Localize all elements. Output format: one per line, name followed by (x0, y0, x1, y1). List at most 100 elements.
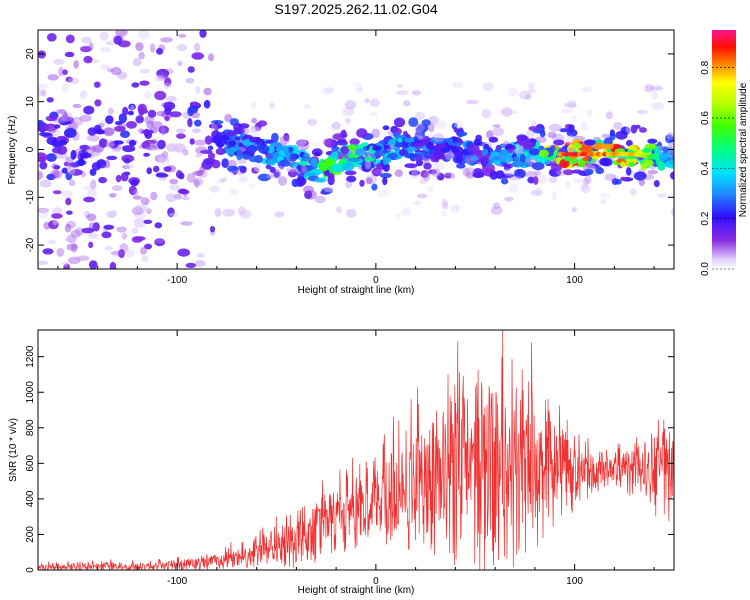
spectrogram-cell (450, 204, 460, 213)
snr-ytick-label: 1000 (25, 381, 36, 404)
spectrogram-cell (524, 171, 538, 178)
spectrogram-cell (464, 167, 475, 176)
spectrogram-cell (105, 40, 117, 46)
spectrogram-cell (175, 128, 186, 133)
spectrogram-cell (164, 77, 172, 87)
spectrogram-cell (384, 187, 390, 196)
spectrogram-cell (154, 222, 163, 229)
spectrogram-cell (342, 162, 355, 172)
spectrogram-cell (156, 110, 167, 117)
spectrogram-cell (503, 164, 511, 171)
spectrogram-cell (87, 189, 97, 198)
spectrogram-cell (87, 134, 100, 142)
spectrogram-cell (451, 81, 464, 89)
spectrogram-cell (586, 108, 593, 118)
spectrogram-cell (535, 155, 543, 164)
spectrogram-cell (203, 99, 211, 109)
spectrogram-cell (120, 172, 129, 182)
spectrogram-cell (372, 145, 382, 151)
spectrogram-cell (399, 149, 408, 156)
spectrogram-cell (124, 248, 135, 258)
spectrogram-cell (177, 248, 191, 257)
spectrogram-cell (52, 129, 61, 137)
spectrogram-cell (70, 149, 77, 160)
spectrogram-cell (139, 69, 151, 74)
spectrogram-cell (91, 162, 102, 171)
spectrogram-cell (538, 173, 547, 184)
spectrogram-cell (193, 179, 200, 188)
spectrogram-cell (135, 115, 144, 124)
spectrogram-cell (347, 153, 356, 158)
spectrogram-ytick-label: -10 (25, 190, 36, 205)
spectrogram-cell (371, 128, 381, 139)
spectrogram-cell (185, 262, 197, 268)
spectrogram-cell (629, 188, 637, 196)
spectrogram-cell (160, 126, 166, 136)
spectrogram-cell (444, 172, 453, 177)
spectrogram-cell (658, 153, 668, 161)
spectrogram-cell (88, 42, 94, 50)
spectrogram-cell (492, 124, 501, 128)
spectrogram-cell (419, 178, 427, 184)
spectrogram-cell (79, 152, 92, 159)
spectrogram-cell (468, 144, 480, 155)
spectrogram-cell (63, 161, 70, 167)
spectrogram-cell (300, 164, 307, 173)
spectrogram-cell (349, 138, 360, 146)
spectrogram-cell (141, 203, 149, 210)
spectrogram-cell (331, 163, 343, 173)
spectrogram-cell (571, 207, 577, 213)
spectrogram-cell (613, 122, 623, 130)
spectrogram-xtick-label: 100 (566, 275, 583, 286)
spectrogram-cell (291, 178, 300, 188)
spectrogram-cell (196, 253, 205, 258)
spectrogram-cell (94, 128, 105, 135)
spectrogram-cell (298, 160, 309, 166)
spectrogram-cell (534, 188, 544, 196)
spectrogram-cell (39, 126, 46, 134)
spectrogram-cell (513, 168, 526, 179)
spectrogram-cell (161, 151, 169, 159)
spectrogram-cell (137, 103, 147, 114)
spectrogram-cell (278, 176, 288, 186)
spectrogram-cell (609, 129, 616, 137)
spectrogram-cell (336, 206, 342, 214)
spectrogram-cell (236, 150, 243, 161)
spectrogram-cell (253, 162, 262, 172)
spectrogram-cell (226, 148, 239, 152)
spectrogram-cell (551, 190, 557, 201)
spectrogram-cell (81, 227, 95, 234)
spectrogram-cell (204, 135, 213, 145)
spectrogram-cell (133, 189, 139, 197)
spectrogram-cell (138, 51, 145, 60)
snr-ytick-label: 600 (25, 455, 36, 472)
spectrogram-cell (83, 105, 95, 115)
spectrogram-cell (94, 81, 101, 88)
spectrogram-cell (141, 141, 151, 149)
spectrogram-cell (100, 31, 109, 41)
spectrogram-cell (140, 197, 150, 206)
spectrogram-cell (122, 145, 135, 151)
spectrogram-cell (38, 207, 49, 214)
spectrogram-cell (158, 125, 169, 134)
spectrogram-cell (101, 64, 111, 70)
spectrogram-cell (346, 175, 357, 183)
spectrogram-cell (221, 158, 229, 169)
spectrogram-cell (258, 144, 270, 154)
spectrogram-cell (344, 100, 357, 110)
spectrogram-cell (123, 158, 131, 164)
spectrogram-cell (447, 137, 454, 146)
spectrogram-cell (211, 159, 221, 169)
spectrogram-cell (408, 170, 421, 176)
spectrogram-cell (207, 152, 216, 160)
spectrogram-cell (393, 117, 406, 128)
spectrogram-cell (238, 175, 248, 183)
spectrogram-cell (580, 122, 588, 131)
snr-series-line (38, 330, 674, 570)
spectrogram-cell (113, 35, 123, 45)
spectrogram-cell (52, 190, 62, 195)
spectrogram-cell (154, 90, 167, 101)
spectrogram-cell (533, 176, 539, 185)
spectrogram-cell (500, 177, 509, 185)
spectrogram-cell (110, 250, 124, 256)
